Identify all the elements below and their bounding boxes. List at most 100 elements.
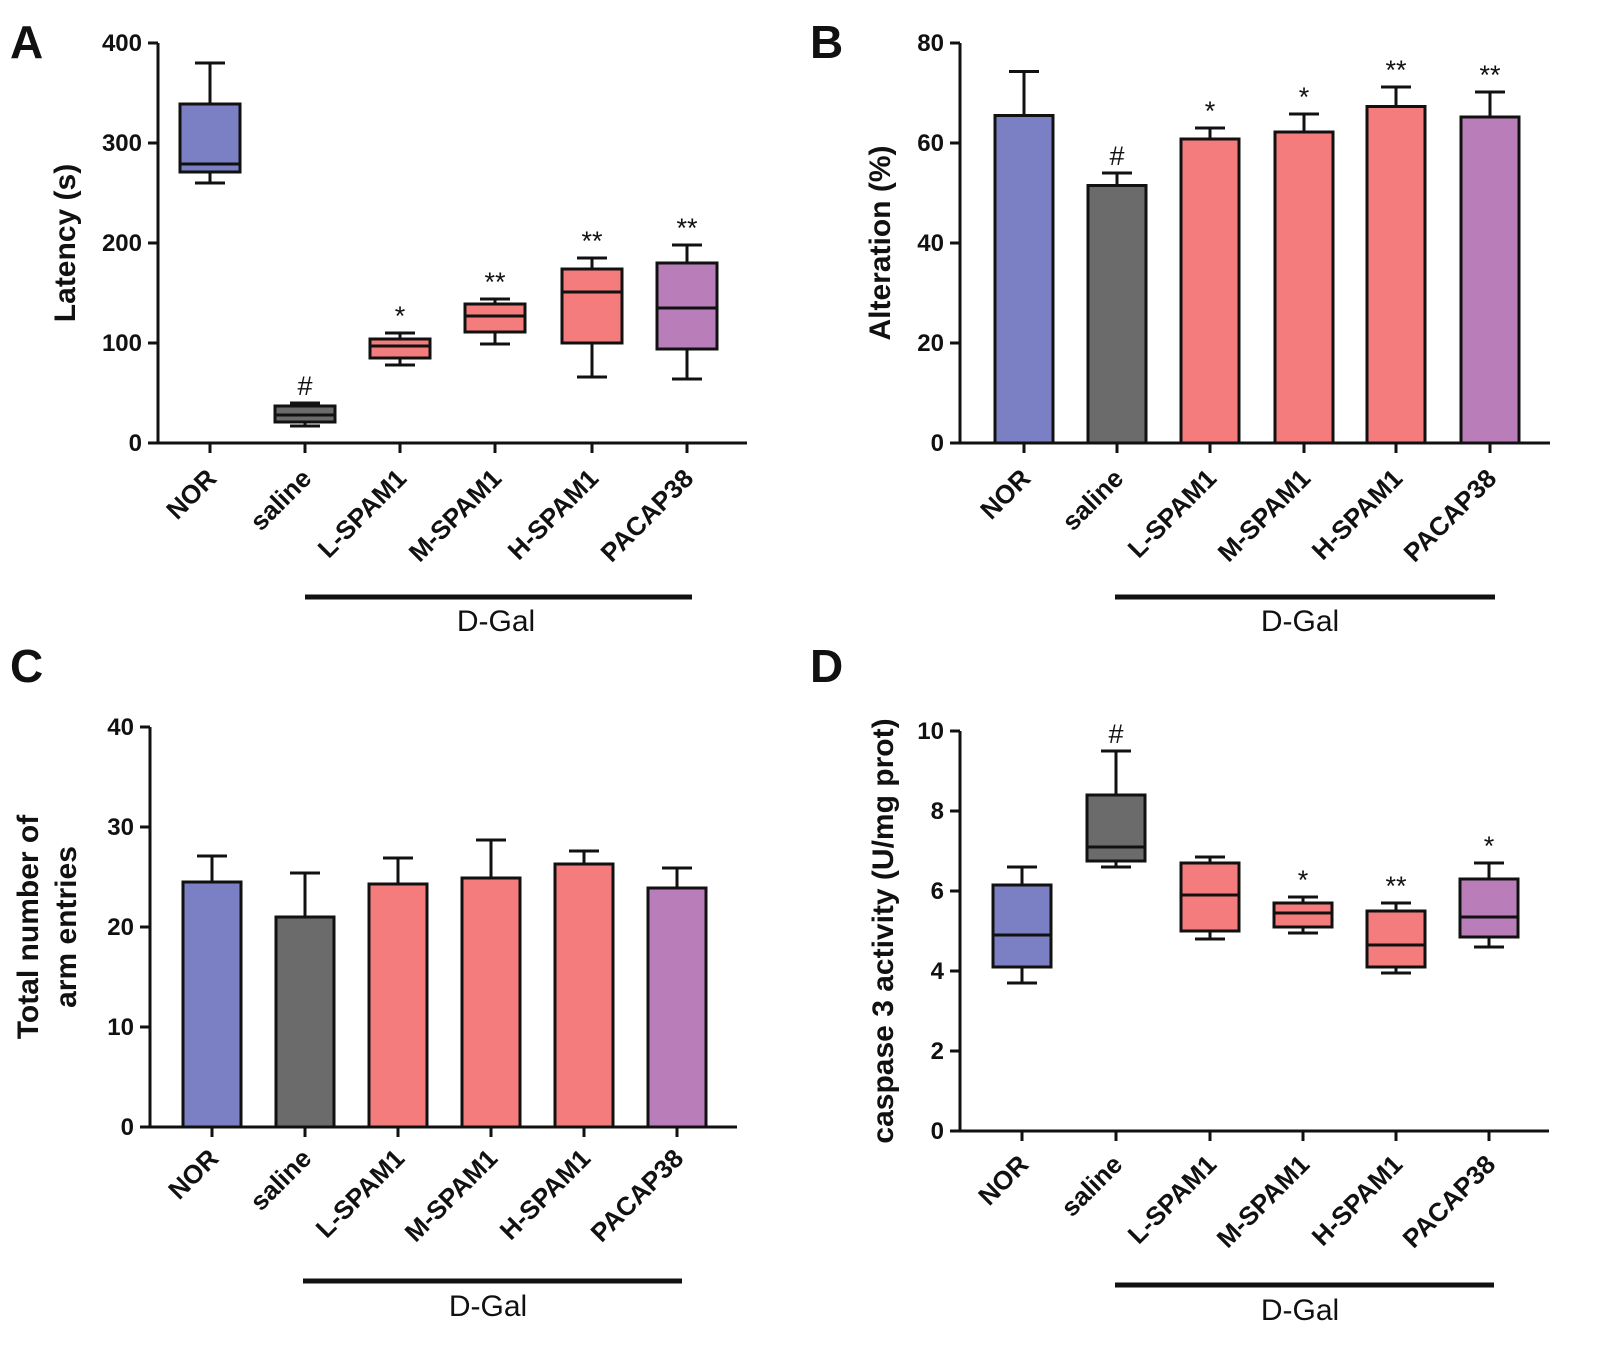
significance-label: #	[1109, 141, 1124, 171]
x-tick-label: saline	[244, 1143, 317, 1216]
x-tick-label: L-SPAM1	[1122, 463, 1223, 564]
bar	[1086, 184, 1148, 445]
significance-label: *	[1298, 865, 1309, 895]
y-tick-label: 40	[917, 230, 944, 257]
box	[1458, 877, 1520, 939]
y-tick-label: 8	[931, 798, 944, 825]
bar	[1365, 105, 1427, 445]
significance-label: *	[1484, 831, 1495, 861]
bar	[460, 876, 522, 1129]
y-tick-label: 4	[931, 958, 945, 985]
plot-marks	[181, 838, 708, 1129]
y-axis: 0 100 200 300 400	[102, 30, 747, 457]
significance-label: #	[1108, 719, 1123, 749]
x-tick-label: M-SPAM1	[403, 463, 508, 568]
box	[1085, 793, 1147, 863]
y-tick-label: 60	[917, 130, 944, 157]
y-tick-label: 30	[107, 814, 134, 841]
group-label: D-Gal	[449, 1290, 527, 1323]
significance-label: **	[484, 267, 506, 297]
box	[1365, 909, 1427, 969]
x-tick-label: PACAP38	[1398, 463, 1503, 568]
bar	[274, 915, 336, 1129]
significance-label: **	[1479, 60, 1501, 90]
y-tick-label: 20	[917, 330, 944, 357]
box	[368, 337, 432, 360]
significance-label: *	[1299, 82, 1310, 112]
significance-label: **	[1385, 871, 1407, 901]
x-tick-label: L-SPAM1	[310, 1143, 411, 1244]
y-tick-label: 40	[107, 714, 134, 741]
group-label: D-Gal	[1261, 1294, 1339, 1327]
y-axis: 0 10 20 30 40	[107, 714, 737, 1141]
y-axis-title: caspase 3 activity (U/mg prot)	[867, 718, 900, 1143]
box	[560, 267, 624, 345]
y-tick-label: 2	[931, 1038, 944, 1065]
x-tick-label: NOR	[162, 1143, 224, 1205]
box	[1179, 861, 1241, 933]
significance-label: *	[395, 301, 406, 331]
y-axis-title: Total number of arm entries	[12, 814, 83, 1039]
group-label: D-Gal	[457, 605, 535, 638]
y-tick-label: 10	[107, 1014, 134, 1041]
box	[178, 102, 242, 174]
significance-label: **	[581, 226, 603, 256]
bar	[181, 880, 243, 1129]
bar	[1459, 115, 1521, 445]
plot-marks: #* *** **	[993, 55, 1521, 445]
x-tick-label: saline	[244, 463, 317, 536]
y-tick-label: 0	[129, 430, 142, 457]
bar	[993, 114, 1055, 445]
panel-letter: C	[10, 640, 43, 692]
x-tick-label: M-SPAM1	[1212, 463, 1317, 568]
x-tick-label: NOR	[160, 463, 222, 525]
bar	[1273, 130, 1335, 445]
x-tick-label: PACAP38	[595, 463, 700, 568]
y-axis-title-line-1: Total number of	[12, 814, 45, 1039]
y-tick-label: 6	[931, 878, 944, 905]
y-tick-label: 10	[917, 718, 944, 745]
x-tick-label: saline	[1055, 1149, 1128, 1222]
plot-marks: #* ***	[991, 719, 1520, 985]
y-tick-label: 80	[917, 30, 944, 57]
panel-letter: A	[10, 16, 43, 68]
panel-d: D caspase 3 activity (U/mg prot) 0 2 4 6 8 10…	[810, 640, 1549, 1327]
y-tick-label: 200	[102, 230, 142, 257]
x-tick-label: NOR	[972, 1149, 1034, 1211]
y-tick-label: 400	[102, 30, 142, 57]
bar	[1179, 137, 1241, 445]
panel-letter: D	[810, 640, 843, 692]
box	[463, 302, 527, 334]
box	[1272, 901, 1334, 929]
x-tick-label: PACAP38	[1397, 1149, 1502, 1254]
y-tick-label: 0	[931, 1118, 944, 1145]
x-tick-label: H-SPAM1	[1306, 1149, 1409, 1252]
y-tick-label: 0	[931, 430, 944, 457]
x-tick-label: M-SPAM1	[1211, 1149, 1316, 1254]
plot-marks: #***** **	[178, 61, 719, 428]
significance-label: **	[676, 213, 698, 243]
y-axis: 0 2 4 6 8 10	[917, 718, 1549, 1145]
panel-c: C Total number of arm entries 010203040 …	[10, 640, 737, 1323]
group-label: D-Gal	[1261, 605, 1339, 638]
y-tick-label: 100	[102, 330, 142, 357]
box	[655, 261, 719, 351]
significance-label: #	[297, 371, 312, 401]
x-tick-label: H-SPAM1	[1306, 463, 1409, 566]
x-tick-label: H-SPAM1	[494, 1143, 597, 1246]
y-tick-label: 300	[102, 130, 142, 157]
x-tick-label: PACAP38	[585, 1143, 690, 1248]
x-tick-label: saline	[1056, 463, 1129, 536]
x-tick-label: L-SPAM1	[1122, 1149, 1223, 1250]
panel-letter: B	[810, 16, 843, 68]
x-tick-label: NOR	[974, 463, 1036, 525]
x-tick-label: H-SPAM1	[502, 463, 605, 566]
x-tick-label: M-SPAM1	[399, 1143, 504, 1248]
y-tick-label: 0	[121, 1114, 134, 1141]
